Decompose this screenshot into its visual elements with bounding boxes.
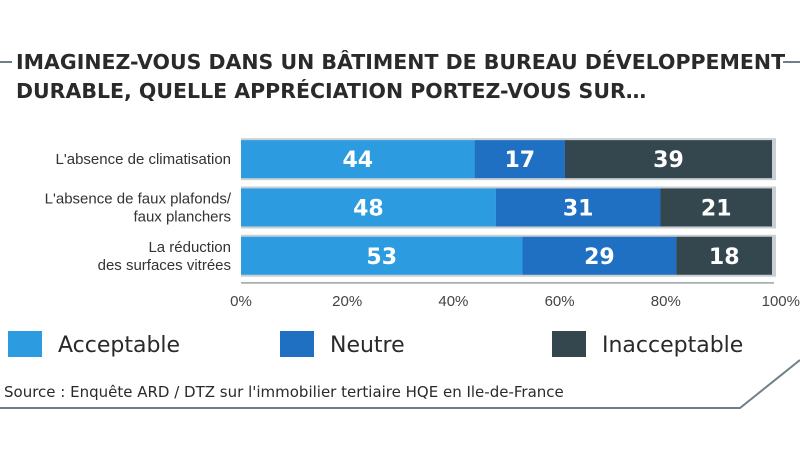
x-tick-label-4: 80% bbox=[651, 293, 681, 310]
legend-swatch-neutre bbox=[280, 331, 314, 357]
data-label-neutre-1: 31 bbox=[563, 196, 594, 221]
legend-label-inacceptable: Inacceptable bbox=[602, 333, 743, 358]
bar-neutre-1 bbox=[495, 188, 661, 227]
x-tick-label-1: 20% bbox=[332, 293, 362, 310]
x-tick-label-2: 40% bbox=[438, 293, 468, 310]
bar-inacceptable-1 bbox=[660, 188, 772, 227]
category-label-2-line-1: des surfaces vitrées bbox=[98, 257, 231, 274]
data-label-acceptable-0: 44 bbox=[343, 148, 374, 173]
bar-acceptable-1 bbox=[241, 188, 496, 227]
legend: Acceptable Neutre Inacceptable bbox=[8, 331, 743, 358]
data-label-acceptable-2: 53 bbox=[366, 245, 397, 270]
x-tick-label-5: 100% bbox=[762, 293, 800, 310]
data-label-neutre-2: 29 bbox=[584, 245, 615, 270]
category-label-1-line-1: faux planchers bbox=[133, 208, 231, 225]
bar-acceptable-2 bbox=[241, 236, 523, 275]
data-label-inacceptable-1: 21 bbox=[701, 196, 732, 221]
category-label-2-line-0: La réduction bbox=[148, 239, 231, 256]
data-label-inacceptable-0: 39 bbox=[653, 148, 684, 173]
bar-neutre-0 bbox=[474, 140, 565, 179]
legend-swatch-inacceptable bbox=[552, 331, 586, 357]
source-note: Source : Enquête ARD / DTZ sur l'immobil… bbox=[4, 383, 564, 401]
legend-swatch-acceptable bbox=[8, 331, 42, 357]
bar-acceptable-0 bbox=[241, 140, 475, 179]
x-tick-label-0: 0% bbox=[230, 293, 252, 310]
category-label-0-line-0: L'absence de climatisation bbox=[56, 151, 231, 168]
frame-bottom-line bbox=[0, 359, 800, 409]
chart-title-line-2: DURABLE, QUELLE APPRÉCIATION PORTEZ-VOUS… bbox=[16, 78, 646, 103]
bar-inacceptable-2 bbox=[676, 236, 772, 275]
legend-label-acceptable: Acceptable bbox=[58, 333, 180, 358]
data-label-neutre-0: 17 bbox=[504, 148, 535, 173]
category-label-1-line-0: L'absence de faux plafonds/ bbox=[45, 190, 232, 207]
legend-label-neutre: Neutre bbox=[330, 333, 405, 358]
x-tick-label-3: 60% bbox=[545, 293, 575, 310]
bar-inacceptable-0 bbox=[564, 140, 772, 179]
data-label-inacceptable-2: 18 bbox=[709, 245, 740, 270]
data-label-acceptable-1: 48 bbox=[353, 196, 384, 221]
bar-neutre-2 bbox=[522, 236, 677, 275]
chart-title-line-1: IMAGINEZ-VOUS DANS UN BÂTIMENT DE BUREAU… bbox=[16, 49, 785, 74]
plot-area: 44 17 39 L'absence de climatisation 48 31 21 L'… bbox=[45, 138, 800, 310]
